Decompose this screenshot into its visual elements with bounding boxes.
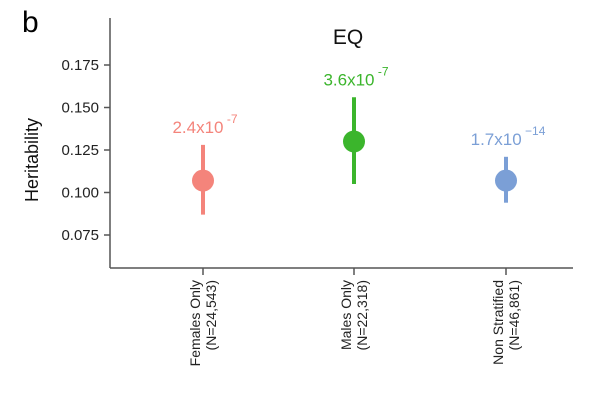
p-value-exponent: -7 bbox=[375, 64, 389, 78]
panel-letter: b bbox=[22, 6, 39, 39]
x-tick-label-count: (N=24,543) bbox=[203, 280, 219, 350]
y-tick-label: 0.100 bbox=[61, 185, 99, 202]
data-point bbox=[343, 130, 365, 153]
data-points: 2.4x10 -73.6x10 -71.7x10 −14 bbox=[172, 64, 546, 215]
x-tick-label-name: Males Only bbox=[338, 280, 354, 350]
data-point bbox=[495, 169, 517, 192]
x-tick-label: Females Only (N=24,543) bbox=[187, 280, 219, 366]
x-tick-label-count: (N=46,861) bbox=[506, 280, 522, 350]
y-axis-label: Heritability bbox=[22, 118, 42, 202]
y-tick-label: 0.125 bbox=[61, 142, 99, 159]
x-tick-label-name: Females Only bbox=[187, 280, 203, 366]
x-tick-label: Non Stratified (N=46,861) bbox=[490, 280, 522, 365]
y-ticks: 0.075 0.100 0.125 0.150 0.175 bbox=[61, 57, 110, 244]
y-tick-label: 0.075 bbox=[61, 227, 99, 244]
p-value-base: 2.4x10 bbox=[172, 118, 223, 137]
x-tick-label-count: (N=22,318) bbox=[354, 280, 370, 350]
p-value-exponent: −14 bbox=[522, 124, 546, 138]
y-tick-label: 0.175 bbox=[61, 57, 99, 74]
p-value-label: 3.6x10 -7 bbox=[323, 64, 388, 89]
x-tick-label-name: Non Stratified bbox=[490, 280, 506, 365]
p-value-exponent: -7 bbox=[224, 112, 238, 126]
p-value-label: 2.4x10 -7 bbox=[172, 112, 237, 137]
chart-title: EQ bbox=[333, 26, 363, 49]
p-value-base: 3.6x10 bbox=[323, 70, 374, 89]
x-tick-label: Males Only (N=22,318) bbox=[338, 280, 370, 350]
x-ticks: Females Only (N=24,543) Males Only (N=22,31… bbox=[187, 268, 522, 366]
y-tick-label: 0.150 bbox=[61, 100, 99, 117]
p-value-base: 1.7x10 bbox=[471, 130, 522, 149]
axes bbox=[109, 18, 573, 269]
data-point bbox=[192, 169, 214, 192]
p-value-label: 1.7x10 −14 bbox=[471, 124, 546, 149]
